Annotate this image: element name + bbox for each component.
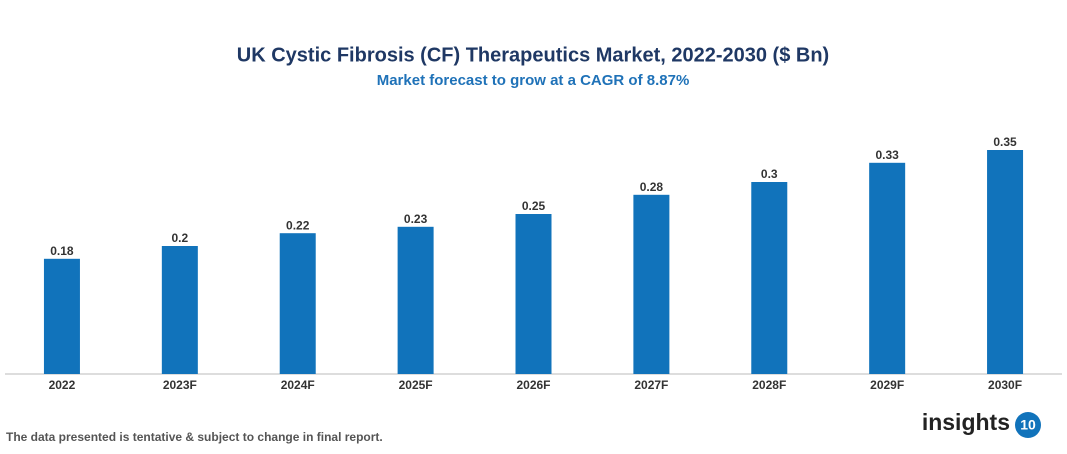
value-label: 0.33 <box>875 148 899 162</box>
chart-subtitle: Market forecast to grow at a CAGR of 8.8… <box>377 72 690 89</box>
x-tick-label: 2029F <box>870 378 904 392</box>
bar <box>869 162 906 374</box>
bar <box>751 182 788 374</box>
bar <box>43 258 80 374</box>
logo-badge-text: 10 <box>1020 417 1036 433</box>
value-label: 0.3 <box>761 167 778 181</box>
logo-badge <box>1015 412 1041 438</box>
x-tick-label: 2027F <box>634 378 668 392</box>
bar <box>633 194 670 374</box>
value-label: 0.25 <box>522 199 546 213</box>
bar <box>987 150 1024 374</box>
bar <box>515 214 552 374</box>
value-label: 0.18 <box>50 244 74 258</box>
value-label: 0.23 <box>404 212 428 226</box>
x-tick-label: 2022 <box>49 378 76 392</box>
x-tick-label: 2025F <box>399 378 433 392</box>
logo-text: insights <box>922 409 1010 435</box>
value-label: 0.22 <box>286 218 310 232</box>
x-tick-label: 2026F <box>516 378 550 392</box>
value-label: 0.35 <box>993 135 1017 149</box>
value-label: 0.28 <box>640 180 664 194</box>
chart-title: UK Cystic Fibrosis (CF) Therapeutics Mar… <box>237 44 829 66</box>
value-label: 0.2 <box>171 231 188 245</box>
bar <box>279 233 316 374</box>
x-tick-label: 2023F <box>163 378 197 392</box>
x-tick-label: 2024F <box>281 378 315 392</box>
footnote: The data presented is tentative & subjec… <box>6 430 383 444</box>
bar <box>397 226 434 374</box>
x-tick-label: 2030F <box>988 378 1022 392</box>
bar <box>161 246 198 374</box>
x-tick-label: 2028F <box>752 378 786 392</box>
